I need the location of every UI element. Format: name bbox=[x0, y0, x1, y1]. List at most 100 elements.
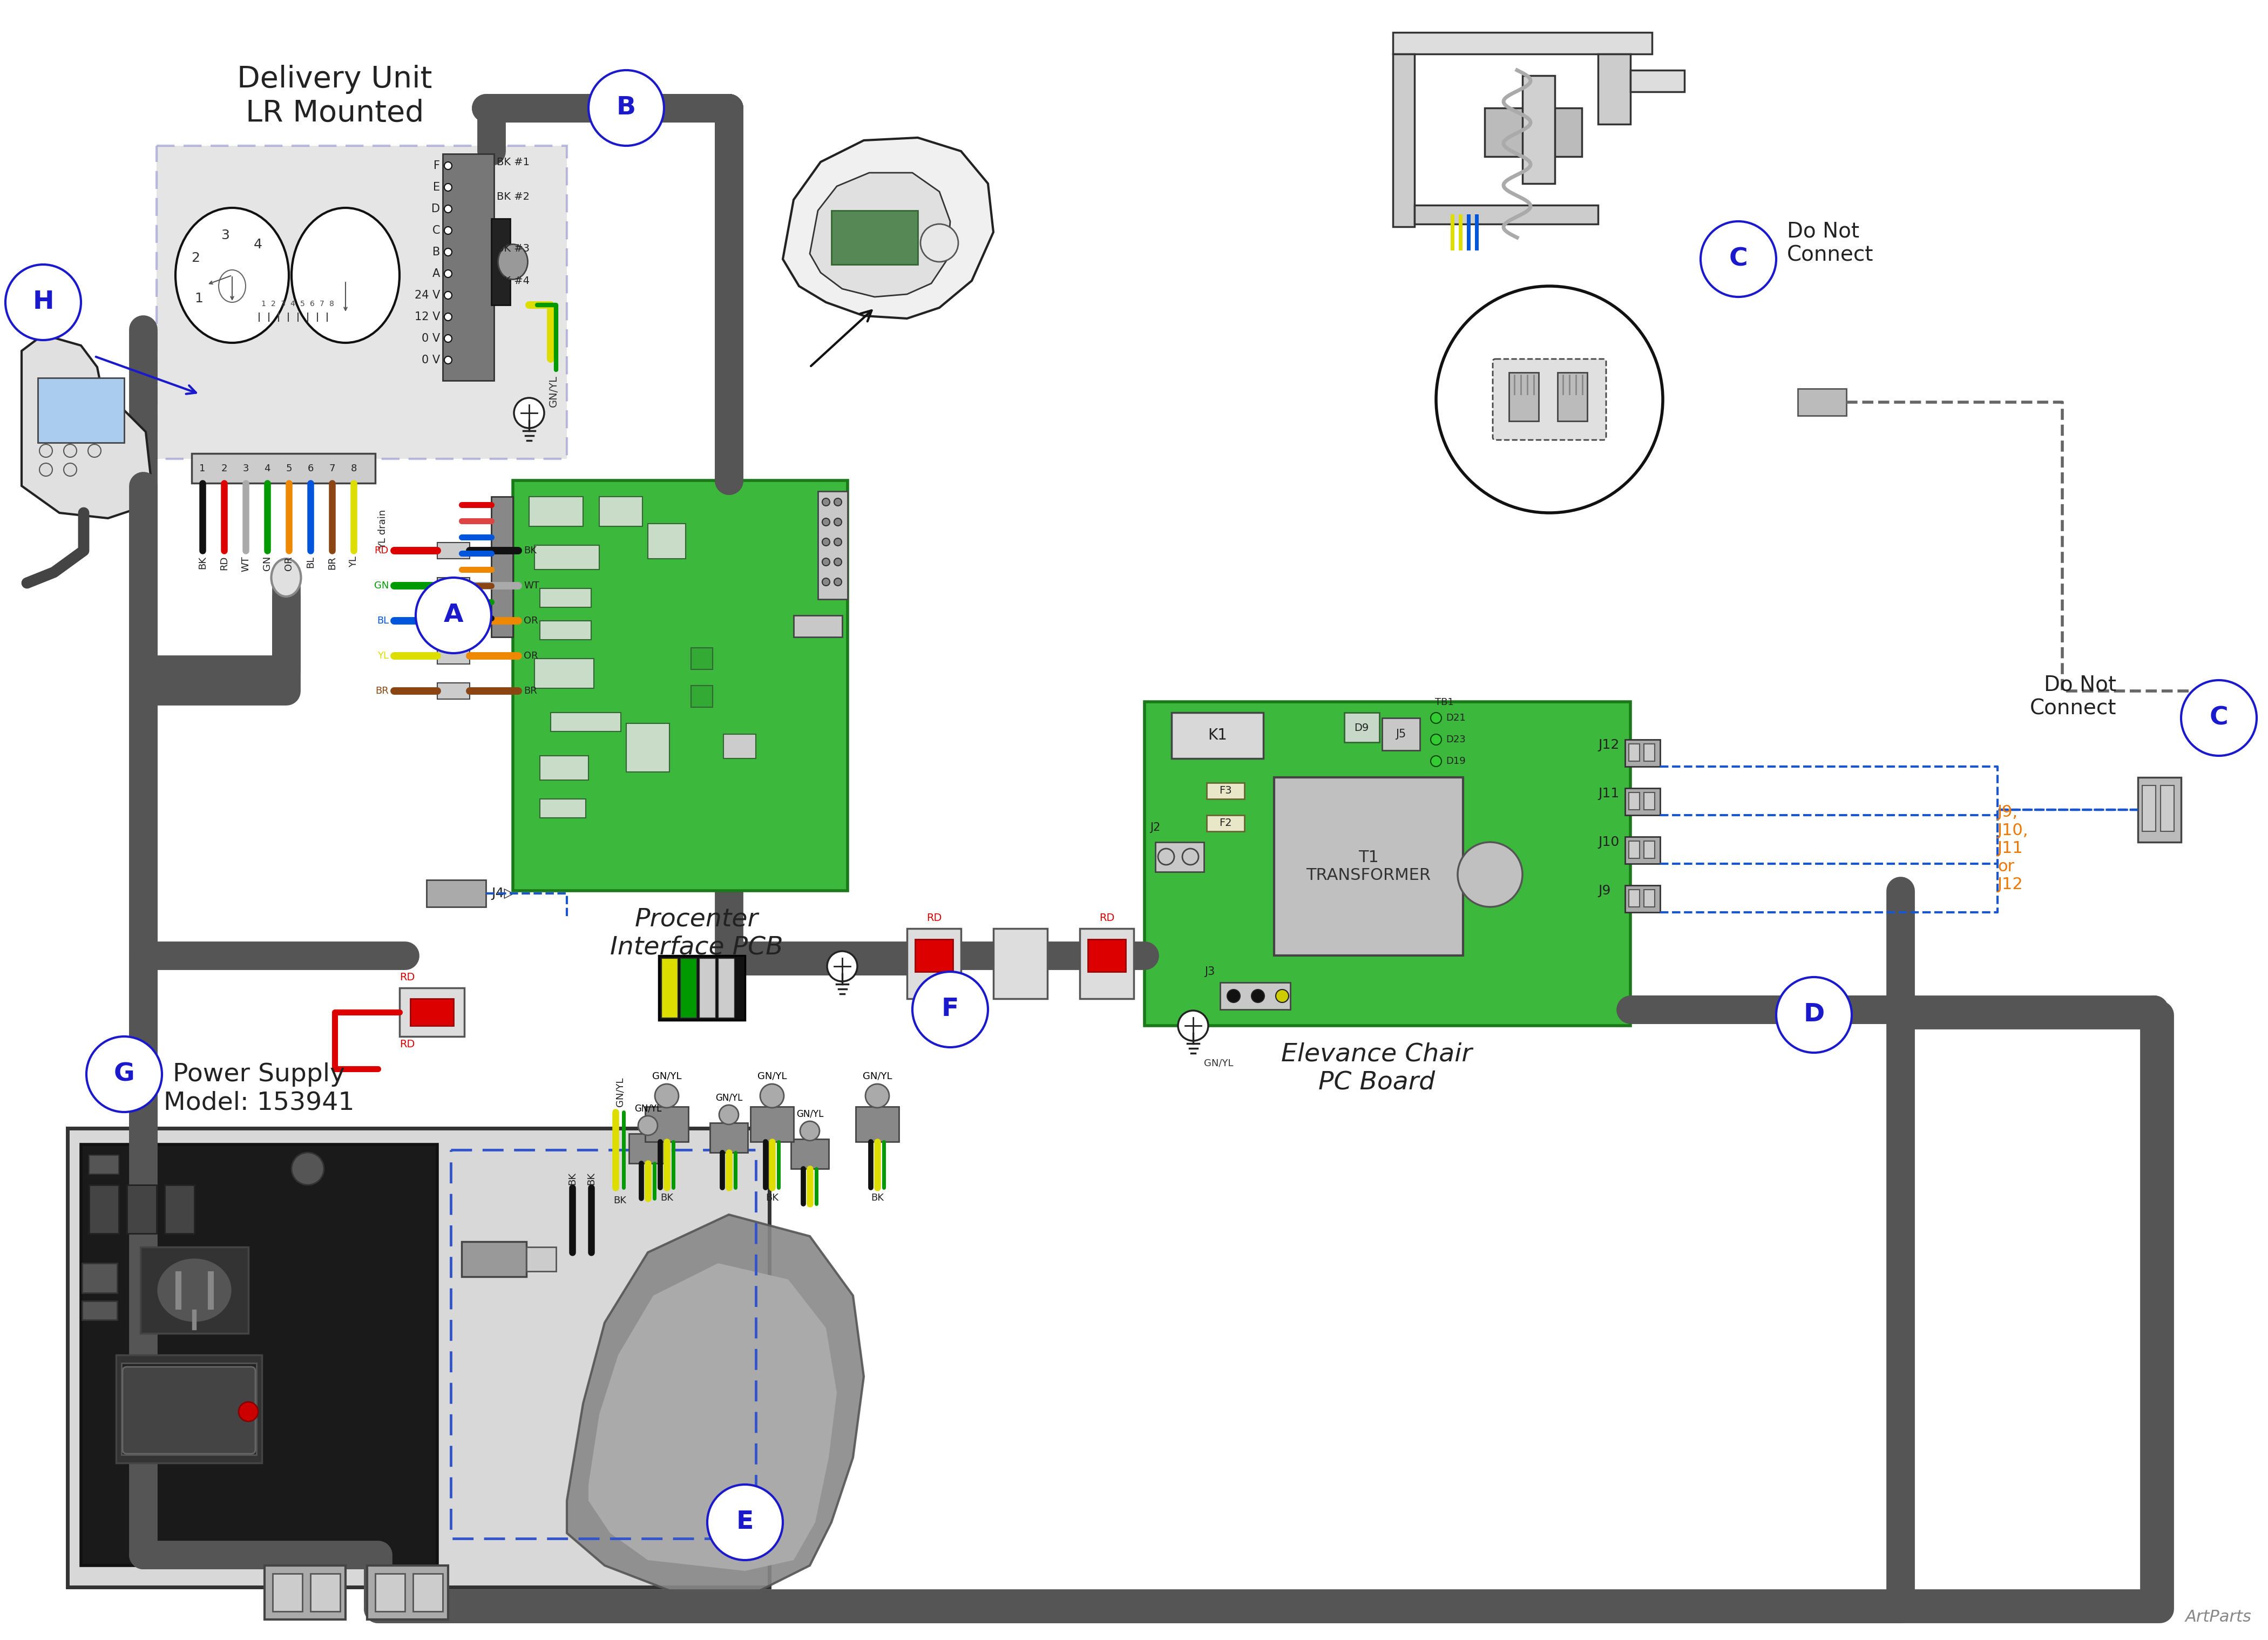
Text: 8: 8 bbox=[329, 300, 333, 308]
Text: BR: BR bbox=[374, 686, 388, 695]
Bar bbox=[1522, 75, 1556, 184]
Bar bbox=[367, 1566, 449, 1619]
Bar bbox=[1628, 792, 1640, 810]
Bar bbox=[82, 1145, 438, 1566]
Text: 7: 7 bbox=[320, 300, 324, 308]
Circle shape bbox=[587, 71, 665, 146]
Text: GN/YL: GN/YL bbox=[1204, 1058, 1234, 1068]
Circle shape bbox=[88, 444, 102, 458]
Bar bbox=[2143, 786, 2155, 831]
Bar bbox=[122, 1363, 256, 1455]
Bar bbox=[540, 799, 585, 818]
Text: 12 V: 12 V bbox=[415, 312, 440, 323]
Text: J3: J3 bbox=[1204, 966, 1216, 977]
Polygon shape bbox=[587, 1263, 837, 1571]
Bar bbox=[438, 577, 469, 594]
Circle shape bbox=[823, 579, 830, 585]
Text: GN/YL: GN/YL bbox=[714, 1092, 742, 1102]
Bar bbox=[1628, 841, 1640, 858]
Text: 3: 3 bbox=[281, 300, 286, 308]
Bar bbox=[1393, 54, 1415, 226]
Bar bbox=[658, 956, 744, 1020]
Bar bbox=[528, 497, 583, 526]
Text: B: B bbox=[433, 246, 440, 257]
Circle shape bbox=[415, 577, 492, 653]
Bar bbox=[1624, 740, 1660, 766]
Circle shape bbox=[823, 499, 830, 505]
Text: J2: J2 bbox=[1150, 822, 1161, 833]
Text: YL: YL bbox=[349, 556, 358, 567]
Bar bbox=[644, 1107, 687, 1141]
Circle shape bbox=[2182, 681, 2257, 756]
Bar bbox=[819, 492, 848, 599]
Circle shape bbox=[801, 1122, 819, 1141]
Text: J5: J5 bbox=[1395, 728, 1406, 740]
Ellipse shape bbox=[272, 559, 302, 597]
Circle shape bbox=[708, 1484, 782, 1560]
Bar bbox=[551, 712, 621, 731]
Circle shape bbox=[637, 1115, 658, 1135]
Bar bbox=[88, 1155, 118, 1174]
Bar bbox=[272, 1574, 302, 1612]
Text: Do Not
Connect: Do Not Connect bbox=[1787, 221, 1873, 266]
Text: RD: RD bbox=[220, 556, 229, 571]
Bar bbox=[1628, 889, 1640, 907]
Bar bbox=[1644, 841, 1656, 858]
Circle shape bbox=[1458, 841, 1522, 907]
Polygon shape bbox=[567, 1215, 864, 1592]
Text: RD: RD bbox=[925, 913, 941, 923]
Circle shape bbox=[1252, 989, 1263, 1002]
Circle shape bbox=[1431, 712, 1442, 723]
Bar bbox=[1207, 782, 1245, 799]
Bar bbox=[116, 1355, 261, 1463]
Bar bbox=[311, 1574, 340, 1612]
Circle shape bbox=[823, 558, 830, 566]
Text: J9,
J10,
J11
or
J12: J9, J10, J11 or J12 bbox=[1998, 804, 2028, 892]
Bar bbox=[2139, 777, 2182, 841]
Text: BL: BL bbox=[376, 617, 388, 626]
Text: 0 V: 0 V bbox=[422, 333, 440, 344]
Text: B: B bbox=[617, 95, 635, 120]
Bar bbox=[82, 1263, 118, 1292]
Text: Power Supply
Model: 153941: Power Supply Model: 153941 bbox=[163, 1063, 354, 1115]
Circle shape bbox=[5, 264, 82, 339]
Text: C: C bbox=[1728, 248, 1749, 271]
Bar bbox=[792, 1140, 828, 1169]
Bar bbox=[1275, 777, 1463, 956]
Bar bbox=[1486, 108, 1581, 156]
Bar bbox=[599, 497, 642, 526]
Bar bbox=[1644, 889, 1656, 907]
Text: BK: BK bbox=[612, 1196, 626, 1205]
Circle shape bbox=[445, 356, 451, 364]
Circle shape bbox=[445, 292, 451, 298]
Bar bbox=[1173, 712, 1263, 758]
Bar bbox=[438, 543, 469, 559]
Text: J11: J11 bbox=[1599, 787, 1619, 800]
Text: H: H bbox=[32, 290, 54, 315]
Text: 1: 1 bbox=[195, 292, 204, 305]
Text: 5: 5 bbox=[299, 300, 304, 308]
Circle shape bbox=[921, 225, 959, 262]
Text: RD: RD bbox=[399, 1040, 415, 1050]
Text: D23: D23 bbox=[1445, 735, 1465, 745]
Circle shape bbox=[445, 205, 451, 213]
Text: D21: D21 bbox=[1445, 713, 1465, 723]
Circle shape bbox=[64, 444, 77, 458]
Text: BK #2: BK #2 bbox=[497, 192, 531, 202]
Bar bbox=[626, 723, 669, 772]
Text: D: D bbox=[1803, 1002, 1823, 1027]
Bar bbox=[710, 1123, 748, 1153]
Bar bbox=[411, 999, 454, 1025]
Text: BK: BK bbox=[660, 1192, 674, 1202]
Text: GN: GN bbox=[374, 581, 388, 590]
Bar bbox=[1631, 71, 1685, 92]
Bar bbox=[1558, 372, 1588, 421]
Text: GN/YL: GN/YL bbox=[549, 376, 558, 407]
Text: C: C bbox=[433, 225, 440, 236]
Bar bbox=[699, 958, 714, 1017]
Text: E: E bbox=[737, 1510, 753, 1535]
Bar bbox=[1624, 789, 1660, 815]
Text: T1
TRANSFORMER: T1 TRANSFORMER bbox=[1306, 850, 1431, 884]
Text: 8: 8 bbox=[352, 464, 356, 474]
Bar bbox=[1207, 815, 1245, 831]
